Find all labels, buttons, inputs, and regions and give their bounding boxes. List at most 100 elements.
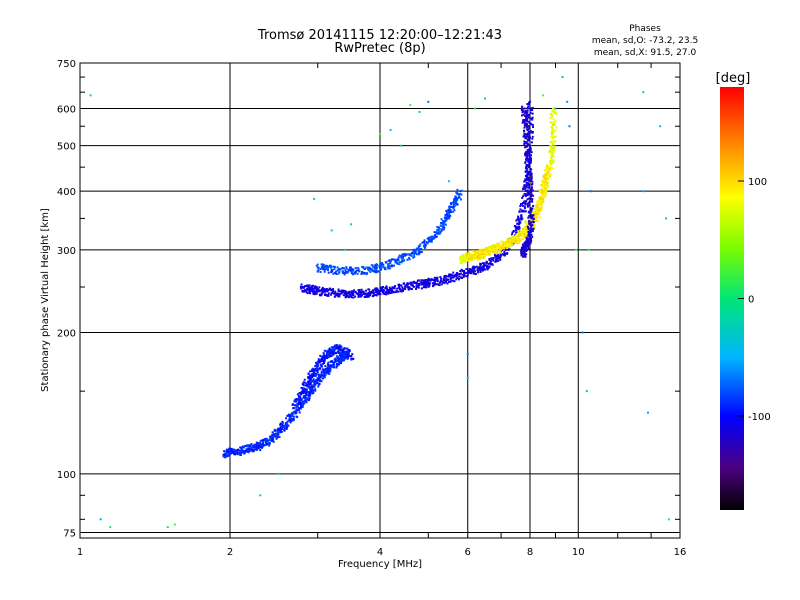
echo-point [444,213,447,216]
echo-point [458,196,461,199]
echo-point [379,293,382,296]
echo-point [480,252,483,255]
echo-point [337,349,340,352]
echo-point [320,263,323,266]
echo-point [520,252,523,255]
echo-point [459,270,462,273]
echo-point [499,258,502,261]
echo-point [381,285,384,288]
echo-point [285,422,288,425]
echo-point [329,364,332,367]
echo-point [427,236,430,239]
echo-point [527,220,530,223]
echo-point [518,232,521,235]
echo-point [311,367,314,370]
echo-point [318,359,321,362]
echo-point [257,442,260,445]
echo-point [292,419,295,422]
echo-point [314,367,317,370]
echo-point [308,288,311,291]
echo-point [339,268,342,271]
echo-point [250,442,253,445]
echo-point [485,251,488,254]
echo-point [534,208,537,211]
echo-point [261,445,264,448]
echo-point [519,208,522,211]
echo-point [532,217,535,220]
echo-point [524,220,527,223]
echo-point [322,267,325,270]
echo-point [290,414,293,417]
echo-point [529,100,531,103]
echo-point [321,289,324,292]
echo-point [288,416,291,419]
echo-point [527,201,530,204]
echo-point [277,427,280,430]
echo-point [311,380,314,383]
echo-point [511,243,514,246]
echo-point [250,448,253,451]
echo-point [261,442,264,445]
echo-point [532,216,535,219]
echo-point [483,252,486,255]
echo-point [247,447,250,450]
echo-point [552,155,555,158]
echo-point [528,222,531,225]
echo-point [315,369,318,372]
echo-point [287,414,290,417]
echo-point [521,252,524,255]
echo-point [338,363,341,366]
echo-point [552,150,555,153]
echo-point [526,239,529,242]
echo-point [518,225,521,228]
echo-point [331,352,334,355]
echo-point [472,250,475,253]
echo-point [403,252,406,255]
echo-point [552,129,555,132]
echo-point [446,282,449,285]
echo-point [495,251,498,254]
echo-point [366,295,369,298]
echo-point [334,290,337,293]
echo-point [530,107,533,110]
echo-point [332,272,335,275]
echo-point [328,347,331,350]
echo-point [352,357,355,360]
echo-point [448,217,451,220]
echo-point [523,207,526,210]
echo-point [334,348,337,351]
echo-point [551,167,554,170]
echo-point [526,189,529,192]
echo-point [646,411,649,414]
echo-point [330,229,333,232]
echo-point [521,196,524,199]
echo-point [534,211,537,214]
echo-point [369,294,372,297]
echo-point [479,255,482,258]
echo-point [526,151,529,154]
stats-title: Phases [629,24,661,34]
echo-point [466,255,469,258]
echo-point [450,203,453,206]
echo-point [524,111,527,114]
stats-o-mode: mean, sd,O: -73.2, 23.5 [592,36,698,46]
echo-point [435,283,438,286]
echo-point [240,447,243,450]
echo-point [526,168,529,171]
echo-point [450,211,453,214]
echo-point [396,287,399,290]
echo-point [442,225,445,228]
echo-point [313,197,316,200]
echo-point [348,296,351,299]
echo-point [527,204,530,207]
echo-point [474,266,477,269]
echo-point [227,453,230,456]
echo-point [360,288,363,291]
echo-point [476,257,479,260]
echo-point [338,354,341,357]
echo-point [552,107,555,110]
echo-point [499,253,502,256]
echo-point [535,215,538,218]
echo-point [327,354,330,357]
echo-point [518,222,521,225]
